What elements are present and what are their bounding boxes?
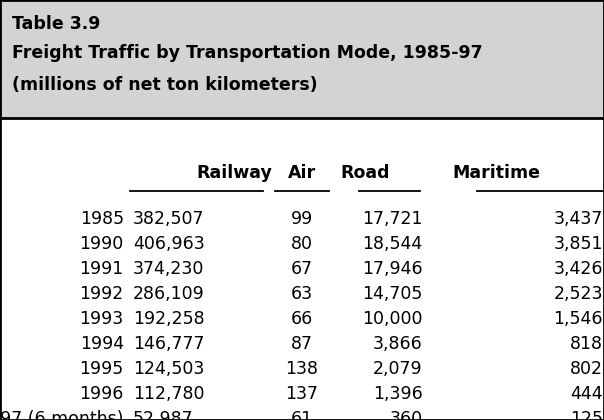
Text: 10,000: 10,000 <box>362 310 423 328</box>
Text: 87: 87 <box>291 335 313 353</box>
Text: 1,546: 1,546 <box>553 310 603 328</box>
Text: 3,426: 3,426 <box>553 260 603 278</box>
Text: Freight Traffic by Transportation Mode, 1985-97: Freight Traffic by Transportation Mode, … <box>12 44 483 62</box>
Text: 1985: 1985 <box>80 210 124 228</box>
Text: 112,780: 112,780 <box>133 385 204 403</box>
Text: 137: 137 <box>286 385 318 403</box>
Text: Railway: Railway <box>196 164 272 182</box>
Text: 2,523: 2,523 <box>553 285 603 303</box>
Text: 1993: 1993 <box>80 310 124 328</box>
Text: 17,721: 17,721 <box>362 210 423 228</box>
Text: 1996: 1996 <box>80 385 124 403</box>
Text: Maritime: Maritime <box>452 164 540 182</box>
Text: 66: 66 <box>291 310 313 328</box>
Text: 63: 63 <box>291 285 313 303</box>
Text: 1995: 1995 <box>80 360 124 378</box>
Text: 286,109: 286,109 <box>133 285 205 303</box>
Text: 52,987: 52,987 <box>133 410 193 420</box>
Text: 1997 (6 months): 1997 (6 months) <box>0 410 124 420</box>
Text: 1992: 1992 <box>80 285 124 303</box>
FancyBboxPatch shape <box>0 0 604 118</box>
Text: 192,258: 192,258 <box>133 310 205 328</box>
Text: 406,963: 406,963 <box>133 235 205 253</box>
Text: (millions of net ton kilometers): (millions of net ton kilometers) <box>12 76 318 94</box>
Text: 14,705: 14,705 <box>362 285 423 303</box>
Text: 802: 802 <box>570 360 603 378</box>
Text: 3,866: 3,866 <box>373 335 423 353</box>
Text: 3,437: 3,437 <box>553 210 603 228</box>
Text: 818: 818 <box>570 335 603 353</box>
Text: 67: 67 <box>291 260 313 278</box>
Text: Air: Air <box>288 164 316 182</box>
Text: 382,507: 382,507 <box>133 210 204 228</box>
Text: 99: 99 <box>291 210 313 228</box>
Text: 1994: 1994 <box>80 335 124 353</box>
Text: 138: 138 <box>286 360 318 378</box>
Text: 374,230: 374,230 <box>133 260 204 278</box>
Text: 2,079: 2,079 <box>373 360 423 378</box>
Text: 80: 80 <box>291 235 313 253</box>
Text: 146,777: 146,777 <box>133 335 204 353</box>
Text: 444: 444 <box>570 385 603 403</box>
Text: 3,851: 3,851 <box>553 235 603 253</box>
Text: 1990: 1990 <box>80 235 124 253</box>
Text: 360: 360 <box>390 410 423 420</box>
Text: Road: Road <box>340 164 390 182</box>
Text: 18,544: 18,544 <box>362 235 423 253</box>
Text: 124,503: 124,503 <box>133 360 204 378</box>
Text: 125: 125 <box>570 410 603 420</box>
Text: 1,396: 1,396 <box>373 385 423 403</box>
Text: Table 3.9: Table 3.9 <box>12 15 100 33</box>
Text: 17,946: 17,946 <box>362 260 423 278</box>
Text: 61: 61 <box>291 410 313 420</box>
Text: 1991: 1991 <box>80 260 124 278</box>
